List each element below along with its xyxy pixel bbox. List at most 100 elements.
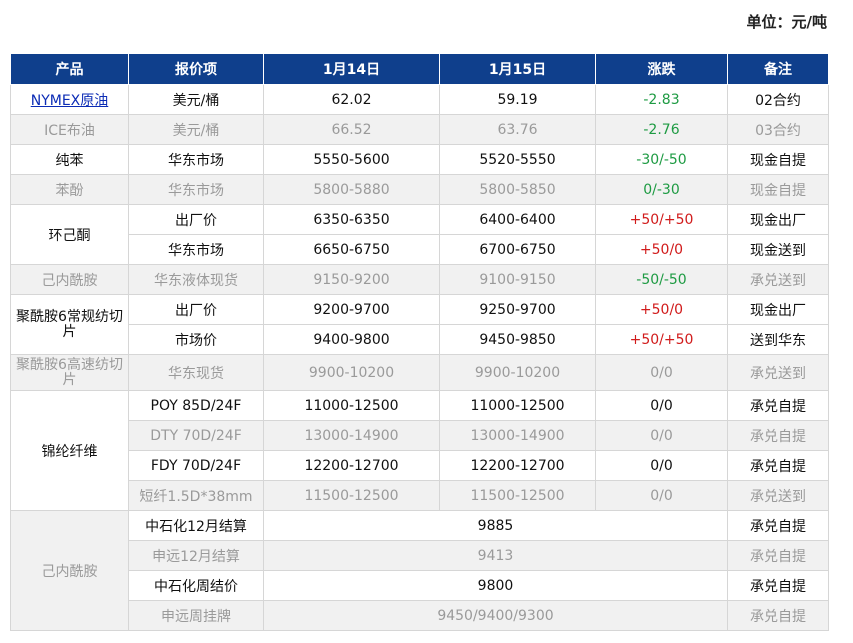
table-row: 申远周挂牌 9450/9400/9300 承兑自提 — [11, 600, 829, 631]
note-cell: 承兑自提 — [727, 540, 829, 571]
table-row: ICE布油 美元/桶 66.52 63.76 -2.76 03合约 — [10, 114, 829, 145]
product-cell[interactable]: NYMEX原油 — [10, 84, 129, 115]
note-cell: 承兑自提 — [727, 450, 829, 481]
quote-item-cell: 美元/桶 — [128, 114, 264, 145]
header-change: 涨跌 — [595, 53, 728, 85]
change-cell: +50/+50 — [595, 204, 728, 235]
note-cell: 现金出厂 — [727, 294, 829, 325]
product-cell: 聚酰胺6常规纺切片 — [10, 294, 129, 355]
change-cell: -50/-50 — [595, 264, 728, 295]
product-cell: ICE布油 — [10, 114, 129, 145]
product-cell: 纯苯 — [10, 144, 129, 175]
change-cell: 0/0 — [595, 450, 728, 481]
note-cell: 承兑自提 — [727, 510, 829, 541]
price-cell: 62.02 — [263, 84, 440, 115]
quote-item-cell: 中石化周结价 — [128, 570, 264, 601]
change-cell: 0/0 — [595, 354, 728, 391]
header-date-1: 1月14日 — [263, 53, 440, 85]
quote-item-cell: 短纤1.5D*38mm — [128, 480, 264, 511]
change-cell: 0/0 — [595, 420, 728, 451]
quote-item-cell: 申远12月结算 — [128, 540, 264, 571]
price-cell: 5800-5880 — [263, 174, 440, 205]
product-cell: 己内酰胺 — [10, 264, 129, 295]
table-row: 纯苯 华东市场 5550-5600 5520-5550 -30/-50 现金自提 — [10, 144, 829, 175]
table-row: 短纤1.5D*38mm 11500-12500 11500-12500 0/0 … — [11, 480, 829, 511]
price-cell: 11500-12500 — [439, 480, 596, 511]
price-cell: 9100-9150 — [439, 264, 596, 295]
product-link[interactable]: NYMEX原油 — [30, 92, 109, 109]
note-cell: 承兑自提 — [727, 390, 829, 421]
product-cell: 苯酚 — [10, 174, 129, 205]
quote-item-cell: 美元/桶 — [128, 84, 264, 115]
price-value-cell: 9885 — [263, 510, 728, 541]
price-cell: 9150-9200 — [263, 264, 440, 295]
change-cell: +50/0 — [595, 234, 728, 265]
quote-item-cell: 华东现货 — [128, 354, 264, 391]
product-cell: 己内酰胺 — [10, 510, 129, 631]
note-cell: 承兑自提 — [727, 600, 829, 631]
note-cell: 03合约 — [727, 114, 829, 145]
price-cell: 13000-14900 — [263, 420, 440, 451]
price-cell: 9900-10200 — [439, 354, 596, 391]
quote-item-cell: 中石化12月结算 — [128, 510, 264, 541]
note-cell: 承兑自提 — [727, 570, 829, 601]
price-cell: 66.52 — [263, 114, 440, 145]
table-row: 苯酚 华东市场 5800-5880 5800-5850 0/-30 现金自提 — [10, 174, 829, 205]
price-cell: 63.76 — [439, 114, 596, 145]
price-table: 产品 报价项 1月14日 1月15日 涨跌 备注 NYMEX原油 美元/桶 62… — [10, 53, 829, 631]
price-value-cell: 9413 — [263, 540, 728, 571]
quote-item-cell: DTY 70D/24F — [128, 420, 264, 451]
price-cell: 5520-5550 — [439, 144, 596, 175]
price-cell: 6350-6350 — [263, 204, 440, 235]
price-value-cell: 9450/9400/9300 — [263, 600, 728, 631]
table-row: 申远12月结算 9413 承兑自提 — [11, 540, 829, 571]
price-cell: 9400-9800 — [263, 324, 440, 355]
change-cell: 0/0 — [595, 390, 728, 421]
quote-item-cell: 出厂价 — [128, 294, 264, 325]
change-cell: 0/0 — [595, 480, 728, 511]
price-cell: 11500-12500 — [263, 480, 440, 511]
note-cell: 现金自提 — [727, 144, 829, 175]
price-value-cell: 9800 — [263, 570, 728, 601]
product-cell: 环己酮 — [10, 204, 129, 265]
header-date-2: 1月15日 — [439, 53, 596, 85]
header-quote-item: 报价项 — [128, 53, 264, 85]
table-row: 聚酰胺6高速纺切片 华东现货 9900-10200 9900-10200 0/0… — [10, 354, 829, 391]
price-cell: 9900-10200 — [263, 354, 440, 391]
quote-item-cell: 华东液体现货 — [128, 264, 264, 295]
header-row: 产品 报价项 1月14日 1月15日 涨跌 备注 — [10, 53, 829, 85]
table-row: DTY 70D/24F 13000-14900 13000-14900 0/0 … — [11, 420, 829, 451]
price-cell: 6650-6750 — [263, 234, 440, 265]
quote-item-cell: 华东市场 — [128, 234, 264, 265]
note-cell: 现金自提 — [727, 174, 829, 205]
note-cell: 02合约 — [727, 84, 829, 115]
note-cell: 承兑自提 — [727, 420, 829, 451]
header-product: 产品 — [10, 53, 129, 85]
product-cell: 聚酰胺6高速纺切片 — [10, 354, 129, 391]
quote-item-cell: 华东市场 — [128, 174, 264, 205]
change-cell: +50/+50 — [595, 324, 728, 355]
header-note: 备注 — [727, 53, 829, 85]
note-cell: 承兑送到 — [727, 480, 829, 511]
price-cell: 9200-9700 — [263, 294, 440, 325]
price-cell: 11000-12500 — [263, 390, 440, 421]
price-cell: 6700-6750 — [439, 234, 596, 265]
table-row: NYMEX原油 美元/桶 62.02 59.19 -2.83 02合约 — [10, 84, 829, 115]
change-cell: 0/-30 — [595, 174, 728, 205]
table-row: 聚酰胺6常规纺切片 出厂价 9200-9700 9250-9700 +50/0 … — [10, 294, 829, 355]
quote-item-cell: 申远周挂牌 — [128, 600, 264, 631]
table-row: 市场价 9400-9800 9450-9850 +50/+50 送到华东 — [11, 324, 829, 355]
table-row: 己内酰胺 中石化12月结算 9885 承兑自提 — [10, 510, 829, 631]
price-cell: 6400-6400 — [439, 204, 596, 235]
price-cell: 59.19 — [439, 84, 596, 115]
price-cell: 11000-12500 — [439, 390, 596, 421]
quote-item-cell: 华东市场 — [128, 144, 264, 175]
change-cell: -30/-50 — [595, 144, 728, 175]
table-row: 己内酰胺 华东液体现货 9150-9200 9100-9150 -50/-50 … — [10, 264, 829, 295]
price-cell: 9250-9700 — [439, 294, 596, 325]
change-cell: -2.83 — [595, 84, 728, 115]
price-cell: 12200-12700 — [263, 450, 440, 481]
change-cell: +50/0 — [595, 294, 728, 325]
quote-item-cell: FDY 70D/24F — [128, 450, 264, 481]
note-cell: 现金出厂 — [727, 204, 829, 235]
